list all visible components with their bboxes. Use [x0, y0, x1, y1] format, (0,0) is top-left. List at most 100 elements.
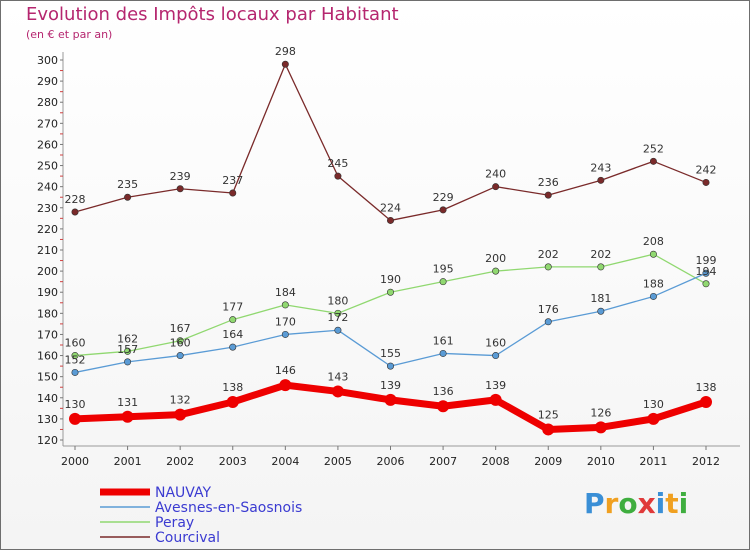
y-tick-label: 290 — [37, 75, 58, 88]
data-label-courcival: 235 — [117, 178, 138, 191]
y-tick-label: 120 — [37, 434, 58, 447]
data-label-peray: 208 — [643, 235, 664, 248]
legend-label: NAUVAY — [155, 485, 211, 501]
x-tick-label: 2005 — [324, 455, 352, 468]
data-label-avesnes-en-saosnois: 181 — [590, 292, 611, 305]
data-point-nauvay — [595, 421, 607, 433]
data-label-courcival: 237 — [222, 174, 243, 187]
logo-letter: i — [679, 487, 689, 520]
x-tick-label: 2010 — [587, 455, 615, 468]
data-point-peray — [492, 268, 498, 274]
data-point-nauvay — [332, 385, 344, 397]
legend: NAUVAYAvesnes-en-SaosnoisPerayCourcival — [100, 485, 302, 546]
data-label-courcival: 239 — [170, 170, 191, 183]
data-label-courcival: 298 — [275, 45, 296, 58]
data-label-avesnes-en-saosnois: 164 — [222, 328, 243, 341]
data-point-nauvay — [174, 409, 186, 421]
data-label-nauvay: 138 — [696, 381, 717, 394]
y-tick-label: 270 — [37, 117, 58, 130]
y-tick-label: 140 — [37, 392, 58, 405]
data-point-nauvay — [69, 413, 81, 425]
data-label-nauvay: 139 — [380, 379, 401, 392]
x-tick-label: 2012 — [692, 455, 720, 468]
data-point-avesnes-en-saosnois — [282, 331, 288, 337]
data-label-peray: 195 — [433, 263, 454, 276]
data-label-nauvay: 143 — [327, 370, 348, 383]
axes: 1201301401501601701801902002102202302402… — [37, 52, 740, 468]
data-point-avesnes-en-saosnois — [650, 293, 656, 299]
data-label-nauvay: 136 — [433, 385, 454, 398]
logo-letter: i — [656, 487, 666, 520]
data-point-peray — [650, 251, 656, 257]
data-point-nauvay — [279, 379, 291, 391]
legend-label: Courcival — [155, 530, 220, 546]
y-tick-label: 300 — [37, 54, 58, 67]
data-point-nauvay — [647, 413, 659, 425]
data-label-courcival: 236 — [538, 176, 559, 189]
legend-label: Avesnes-en-Saosnois — [155, 500, 302, 516]
y-tick-label: 260 — [37, 138, 58, 151]
data-label-avesnes-en-saosnois: 155 — [380, 347, 401, 360]
y-tick-label: 200 — [37, 265, 58, 278]
data-label-avesnes-en-saosnois: 160 — [170, 337, 191, 350]
proxiti-logo: Proxiti — [584, 487, 688, 520]
data-point-nauvay — [542, 423, 554, 435]
data-point-nauvay — [437, 400, 449, 412]
data-point-avesnes-en-saosnois — [598, 308, 604, 314]
data-point-courcival — [598, 177, 604, 183]
data-point-avesnes-en-saosnois — [545, 319, 551, 325]
data-point-avesnes-en-saosnois — [124, 359, 130, 365]
logo-letter: r — [605, 487, 619, 520]
data-point-nauvay — [122, 411, 134, 423]
y-tick-label: 280 — [37, 96, 58, 109]
y-tick-label: 180 — [37, 307, 58, 320]
data-label-avesnes-en-saosnois: 152 — [65, 353, 86, 366]
x-tick-label: 2011 — [639, 455, 667, 468]
y-tick-label: 130 — [37, 413, 58, 426]
data-point-courcival — [440, 207, 446, 213]
data-label-avesnes-en-saosnois: 188 — [643, 277, 664, 290]
logo-letter: x — [638, 487, 656, 520]
data-label-peray: 184 — [275, 286, 296, 299]
data-point-peray — [440, 278, 446, 284]
data-label-peray: 202 — [538, 248, 559, 261]
x-tick-label: 2009 — [534, 455, 562, 468]
data-label-peray: 190 — [380, 273, 401, 286]
y-tick-label: 240 — [37, 181, 58, 194]
legend-label: Peray — [155, 515, 194, 531]
y-tick-label: 160 — [37, 350, 58, 363]
data-label-nauvay: 130 — [65, 398, 86, 411]
data-label-avesnes-en-saosnois: 176 — [538, 303, 559, 316]
data-point-courcival — [387, 217, 393, 223]
data-label-courcival: 228 — [65, 193, 86, 206]
data-point-avesnes-en-saosnois — [230, 344, 236, 350]
data-label-nauvay: 138 — [222, 381, 243, 394]
data-label-peray: 177 — [222, 301, 243, 314]
x-tick-label: 2001 — [114, 455, 142, 468]
data-label-nauvay: 132 — [170, 394, 191, 407]
data-point-peray — [703, 281, 709, 287]
data-point-avesnes-en-saosnois — [440, 350, 446, 356]
x-tick-label: 2000 — [61, 455, 89, 468]
logo-letter: P — [584, 487, 605, 520]
data-label-avesnes-en-saosnois: 157 — [117, 343, 138, 356]
data-label-avesnes-en-saosnois: 172 — [327, 311, 348, 324]
data-point-courcival — [282, 61, 288, 67]
data-point-courcival — [124, 194, 130, 200]
data-point-nauvay — [700, 396, 712, 408]
data-point-nauvay — [385, 394, 397, 406]
data-label-peray: 180 — [327, 294, 348, 307]
y-tick-label: 150 — [37, 371, 58, 384]
data-point-peray — [230, 316, 236, 322]
data-label-courcival: 229 — [433, 191, 454, 204]
data-point-peray — [282, 302, 288, 308]
y-tick-label: 210 — [37, 244, 58, 257]
logo-letter: t — [665, 487, 678, 520]
data-label-courcival: 224 — [380, 201, 401, 214]
data-point-nauvay — [490, 394, 502, 406]
x-tick-label: 2003 — [219, 455, 247, 468]
data-label-peray: 200 — [485, 252, 506, 265]
data-label-peray: 202 — [590, 248, 611, 261]
data-label-nauvay: 146 — [275, 364, 296, 377]
data-point-courcival — [335, 173, 341, 179]
